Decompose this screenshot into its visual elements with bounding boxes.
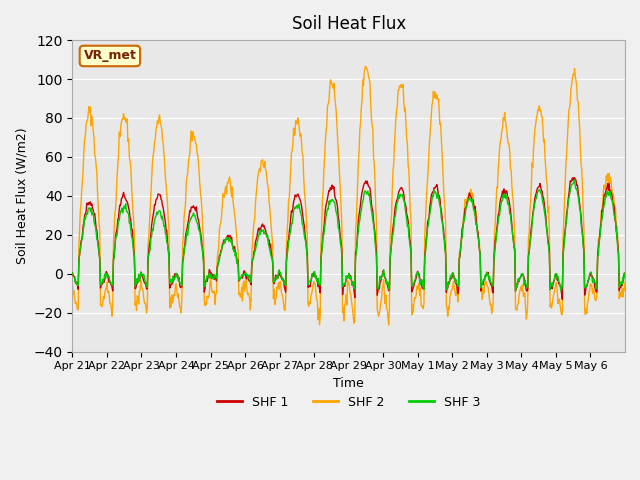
- X-axis label: Time: Time: [333, 377, 364, 390]
- Text: VR_met: VR_met: [83, 49, 136, 62]
- Legend: SHF 1, SHF 2, SHF 3: SHF 1, SHF 2, SHF 3: [212, 391, 486, 414]
- Title: Soil Heat Flux: Soil Heat Flux: [292, 15, 406, 33]
- Y-axis label: Soil Heat Flux (W/m2): Soil Heat Flux (W/m2): [15, 128, 28, 264]
